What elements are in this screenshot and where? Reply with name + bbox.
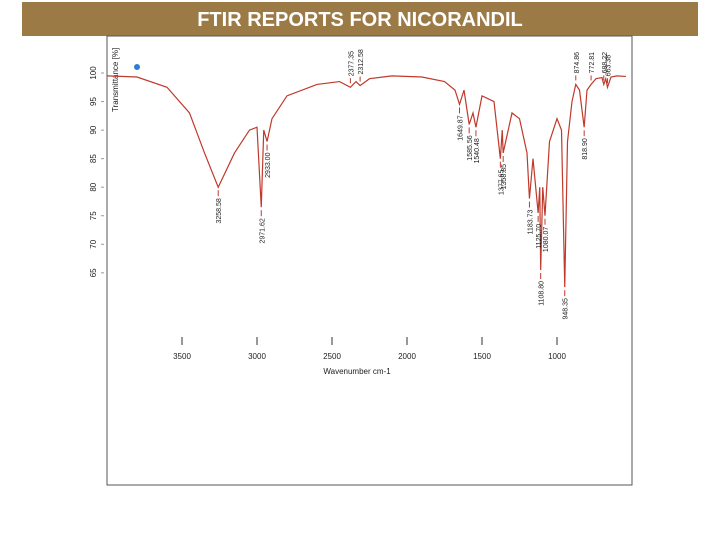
peak-label: 2312.58 [358, 49, 365, 74]
x-axis-label: Wavenumber cm-1 [323, 367, 391, 376]
x-tick-label: 2000 [398, 352, 416, 361]
peak-label: 1183.73 [527, 210, 534, 235]
x-tick-label: 2500 [323, 352, 341, 361]
y-tick-label: 85 [89, 154, 98, 163]
peak-label: 948.35 [563, 298, 570, 320]
y-tick-label: 65 [89, 268, 98, 277]
chart-title: FTIR REPORTS FOR NICORANDIL [197, 9, 523, 31]
peak-label: 2971.62 [259, 218, 266, 243]
peak-label: 663.38 [605, 55, 612, 77]
peak-label: 818.90 [582, 138, 589, 160]
peak-label: 688.22 [602, 52, 609, 74]
y-tick-label: 100 [89, 66, 98, 80]
peak-label: 1377.65 [498, 170, 505, 195]
x-tick-label: 3000 [248, 352, 266, 361]
x-tick-label: 1500 [473, 352, 491, 361]
peak-label: 3258.58 [216, 198, 223, 223]
peak-label: 1540.48 [474, 138, 481, 163]
frame [106, 35, 633, 486]
y-tick-label: 70 [89, 239, 98, 248]
peak-label: 1080.07 [543, 227, 550, 252]
peak-label: 1125.70 [536, 224, 543, 249]
peak-label: 874.86 [574, 52, 581, 74]
peak-label: 1649.87 [458, 115, 465, 140]
peak-label: 1108.80 [539, 281, 546, 306]
x-tick-label: 1000 [548, 352, 566, 361]
y-tick-label: 95 [89, 97, 98, 106]
title-bar [22, 2, 698, 36]
y-axis-label: Transmittance [%] [111, 48, 120, 112]
peak-label: 1585.56 [467, 135, 474, 160]
y-tick-label: 75 [89, 211, 98, 220]
peak-label: 1358.85 [501, 164, 508, 189]
y-tick-label: 90 [89, 125, 98, 134]
y-tick-label: 80 [89, 182, 98, 191]
x-tick-label: 3500 [173, 352, 191, 361]
peak-label: 772.81 [589, 52, 596, 74]
marker-dot [134, 64, 140, 70]
spectrum-line [106, 75, 627, 288]
peak-label: 2377.35 [348, 51, 355, 76]
peak-label: 2933.00 [265, 152, 272, 177]
